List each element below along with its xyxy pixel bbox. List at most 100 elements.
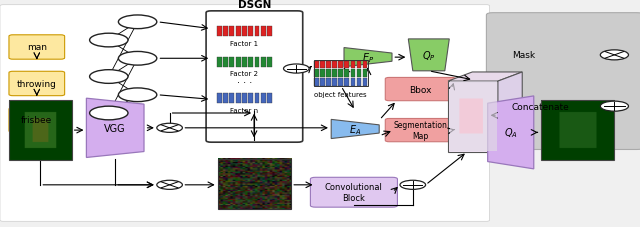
Bar [356,61,362,69]
Circle shape [118,52,157,66]
Polygon shape [332,120,380,139]
Bar [236,58,241,68]
Text: $Q_A$: $Q_A$ [504,126,518,140]
Text: VGG: VGG [104,123,126,133]
Text: Convolutional
Block: Convolutional Block [325,183,383,202]
Bar [320,61,325,69]
Bar [356,79,362,86]
Bar [356,70,362,78]
FancyBboxPatch shape [385,78,456,101]
Polygon shape [448,73,522,82]
Text: Bbox: Bbox [409,85,432,94]
Text: object features: object features [314,92,367,98]
FancyBboxPatch shape [486,14,640,150]
FancyBboxPatch shape [385,119,456,142]
FancyBboxPatch shape [0,6,490,221]
Text: Factor n: Factor n [230,107,259,113]
Bar [363,61,367,69]
Bar [363,79,367,86]
Polygon shape [408,40,449,72]
Text: throwing: throwing [17,79,57,89]
Text: man: man [27,43,47,52]
Bar [255,94,259,104]
Polygon shape [86,99,144,158]
Bar [363,70,367,78]
Bar [320,70,325,78]
FancyBboxPatch shape [9,108,65,133]
Text: . . .: . . . [237,74,252,84]
Bar [236,94,241,104]
Circle shape [90,107,128,120]
Bar [223,58,228,68]
Bar [242,27,247,37]
Text: $E_A$: $E_A$ [349,123,362,136]
Bar [351,70,355,78]
Text: $E_P$: $E_P$ [362,51,374,65]
Bar [255,27,259,37]
FancyBboxPatch shape [206,12,303,143]
Polygon shape [488,96,534,169]
Circle shape [157,180,182,190]
Text: $Q_P$: $Q_P$ [422,49,436,62]
Text: Concatenate: Concatenate [512,102,570,111]
Bar [267,27,272,37]
Text: Factor 2: Factor 2 [230,71,259,77]
Bar [339,61,343,69]
Bar [326,70,331,78]
Bar [248,58,253,68]
Bar [267,94,272,104]
Bar [248,94,253,104]
Text: DSGN: DSGN [237,0,271,10]
Bar [351,79,355,86]
Polygon shape [344,48,392,67]
Bar [351,61,355,69]
Bar [242,58,247,68]
Text: Mask: Mask [512,51,535,60]
Circle shape [600,51,628,61]
Circle shape [157,124,182,133]
Bar [255,58,259,68]
Bar [217,94,222,104]
Bar [541,101,614,160]
Text: Factor 1: Factor 1 [230,40,259,46]
Bar [260,27,266,37]
Bar [314,61,368,87]
Circle shape [90,34,128,48]
Text: Segmentation
Map: Segmentation Map [394,121,447,140]
Text: frisbee: frisbee [21,116,52,125]
Circle shape [118,16,157,30]
Bar [344,70,349,78]
Bar [242,94,247,104]
Bar [332,70,337,78]
Bar [344,61,349,69]
Circle shape [284,65,309,74]
Bar [339,70,343,78]
FancyBboxPatch shape [9,36,65,60]
Bar [344,79,349,86]
Bar [314,61,319,69]
Bar [320,79,325,86]
Circle shape [600,102,628,112]
Bar [260,58,266,68]
Polygon shape [498,73,522,152]
Bar [332,79,337,86]
Bar [326,79,331,86]
Bar [230,94,234,104]
Bar [332,61,337,69]
Bar [9,101,72,160]
Bar [339,79,343,86]
Bar [248,27,253,37]
Bar [230,58,234,68]
Bar [314,70,319,78]
Circle shape [400,180,426,190]
Bar [326,61,331,69]
Bar [218,159,291,209]
Bar [448,82,498,152]
FancyBboxPatch shape [9,72,65,96]
Bar [217,27,222,37]
Bar [236,27,241,37]
Circle shape [90,70,128,84]
Bar [267,58,272,68]
Bar [223,27,228,37]
Circle shape [118,89,157,102]
